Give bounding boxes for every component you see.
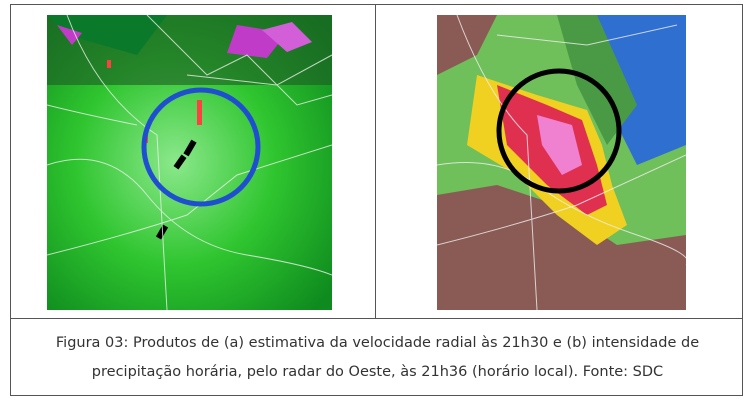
figure-table: Figura 03: Produtos de (a) estimativa da… — [10, 4, 743, 396]
precipitation-image — [437, 15, 686, 310]
radial-velocity-image — [47, 15, 332, 310]
row-divider — [11, 318, 742, 319]
cell-divider — [375, 5, 376, 318]
figure-caption: Figura 03: Produtos de (a) estimativa da… — [55, 335, 700, 380]
